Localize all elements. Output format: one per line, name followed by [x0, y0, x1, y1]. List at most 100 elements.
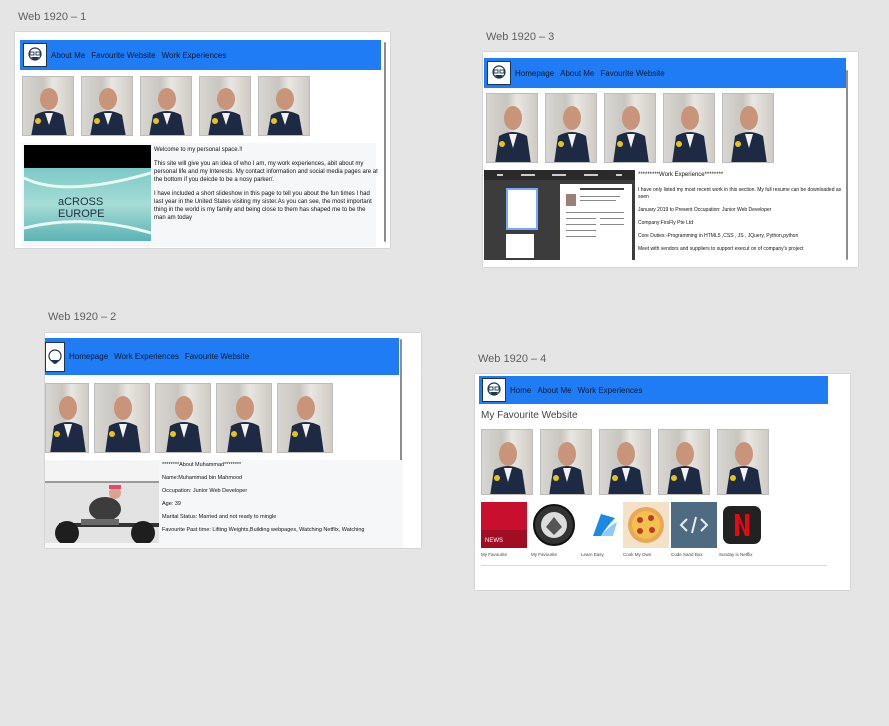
profile-photo	[277, 383, 333, 453]
logo-avatar-icon	[482, 378, 506, 402]
website-card-football[interactable]: My Favourite	[531, 502, 577, 557]
nav-link-favourite-website[interactable]: Favourite Website	[600, 68, 665, 78]
nav-link-favourite-website[interactable]: Favourite Website	[91, 50, 156, 60]
artboard-web-1920-3[interactable]: Homepage About Me Favourite Website	[483, 52, 858, 267]
card-label: Learn Easy	[581, 552, 604, 557]
profile-photo	[658, 429, 710, 495]
learn-logo-icon	[581, 502, 627, 548]
nav-link-favourite-website[interactable]: Favourite Website	[184, 352, 250, 361]
nav-link-about-me[interactable]: About Me	[537, 385, 572, 395]
text-line: Favourite Past time: Lifting Weights,Bui…	[162, 527, 365, 533]
website-card-news[interactable]: NEWS My Favourite	[481, 502, 527, 557]
profile-photo	[94, 383, 150, 453]
text-line: January 2019 to Present Occupation: Juni…	[638, 207, 772, 213]
navbar: Homepage About Me Favourite Website	[484, 58, 846, 88]
text-line: Name:Muhammad bin Mahmood	[162, 475, 243, 481]
profile-photo	[155, 383, 211, 453]
card-label: Code Sand Box	[671, 552, 703, 557]
text-line: I have only listed my most recent work i…	[638, 187, 842, 200]
logo-avatar-icon	[45, 341, 65, 372]
photo-gallery	[481, 429, 776, 495]
intro-paragraph: I have included a short slideshow in thi…	[154, 191, 372, 221]
pdf-resume-viewer[interactable]	[484, 170, 635, 260]
profile-photo	[717, 429, 769, 495]
logo-avatar-icon	[23, 43, 47, 67]
nav-link-homepage[interactable]: Homepage	[69, 352, 109, 361]
netflix-icon	[719, 502, 765, 548]
work-experience-text: *********Work Experience******** I have …	[638, 172, 843, 259]
weightlifting-photo	[45, 461, 159, 543]
section-heading: *********Work Experience********	[638, 172, 724, 178]
pdf-thumbnail[interactable]	[506, 234, 534, 258]
website-card-netflix[interactable]: Sunday is Netflix	[719, 502, 765, 557]
nav-link-work-experiences[interactable]: Work Experiences	[114, 352, 179, 361]
profile-photo	[481, 429, 533, 495]
profile-photo	[258, 76, 310, 136]
artboard-label-3[interactable]: Web 1920 – 3	[486, 31, 555, 43]
nav-link-homepage[interactable]: Homepage	[515, 68, 555, 78]
profile-photo	[22, 76, 74, 136]
text-line: Marital Status: Married and not ready to…	[162, 514, 277, 520]
card-label: Sunday is Netflix	[719, 552, 753, 557]
profile-photo	[599, 429, 651, 495]
artboard-label-4[interactable]: Web 1920 – 4	[478, 353, 547, 365]
profile-photo	[604, 93, 656, 163]
page-title: My Favourite Website	[481, 410, 578, 421]
intro-paragraph: This site will give you an idea of who I…	[154, 161, 378, 183]
profile-photo	[663, 93, 715, 163]
nav-link-home[interactable]: Home	[510, 385, 532, 395]
profile-photo	[722, 93, 774, 163]
intro-text: Welcome to my personal space.!! This sit…	[154, 146, 378, 228]
profile-photo	[140, 76, 192, 136]
text-line: Company:FirsFly Pte Ltd	[638, 220, 694, 226]
card-label: Cook My Own	[623, 552, 652, 557]
nav-link-work-experiences[interactable]: Work Experiences	[577, 385, 643, 395]
profile-photo	[486, 93, 538, 163]
nav-link-about-me[interactable]: About Me	[51, 50, 86, 60]
profile-photo	[216, 383, 272, 453]
section-heading: ********About Muhammad********	[162, 462, 242, 468]
divider	[481, 565, 827, 566]
text-line: Age: 39	[162, 501, 181, 507]
text-line: Meet with vendors and suppliers to suppo…	[638, 246, 804, 252]
photo-gallery	[45, 383, 338, 453]
navbar: Homepage Work Experiences Favourite Webs…	[45, 338, 399, 375]
nav-link-about-me[interactable]: About Me	[560, 68, 595, 78]
logo-avatar-icon	[487, 61, 511, 85]
slideshow[interactable]: aCROSS EUROPE	[24, 145, 151, 241]
intro-heading: Welcome to my personal space.!!	[154, 147, 243, 153]
news-icon: NEWS	[481, 502, 527, 548]
profile-photo	[540, 429, 592, 495]
profile-photo	[199, 76, 251, 136]
pdf-toolbar[interactable]	[484, 170, 635, 180]
artboard-label-2[interactable]: Web 1920 – 2	[48, 311, 117, 323]
card-label: My Favourite	[481, 552, 508, 557]
text-line: Occupation: Junior Web Developer	[162, 488, 248, 494]
scrollbar[interactable]	[846, 70, 848, 260]
scrollbar[interactable]	[384, 42, 386, 242]
text-line: Core Duties:-Programming in HTML5 ,CSS ,…	[638, 233, 799, 239]
website-card-learn-easy[interactable]: Learn Easy	[581, 502, 627, 557]
photo-gallery	[22, 76, 317, 136]
artboard-web-1920-1[interactable]: About Me Favourite Website Work Experien…	[15, 32, 390, 248]
photo-gallery	[486, 93, 781, 163]
about-text: ********About Muhammad******** Name:Muha…	[162, 462, 400, 540]
website-card-code-sandbox[interactable]: Code Sand Box	[671, 502, 717, 557]
artboard-label-1[interactable]: Web 1920 – 1	[18, 11, 87, 23]
profile-photo	[545, 93, 597, 163]
profile-photo	[45, 383, 89, 453]
nav-link-work-experiences[interactable]: Work Experiences	[161, 50, 227, 60]
navbar: About Me Favourite Website Work Experien…	[20, 40, 381, 70]
club-crest-icon	[531, 502, 577, 548]
scrollbar[interactable]	[400, 339, 402, 479]
pdf-thumbnail[interactable]	[506, 188, 538, 230]
pizza-icon	[623, 502, 669, 548]
profile-photo	[81, 76, 133, 136]
slide-caption: aCROSS EUROPE	[58, 196, 105, 220]
code-icon	[671, 502, 717, 548]
pdf-page	[560, 184, 632, 260]
navbar: Home About Me Work Experiences	[479, 376, 828, 404]
artboard-web-1920-2[interactable]: Homepage Work Experiences Favourite Webs…	[45, 333, 421, 548]
website-card-cooking[interactable]: Cook My Own	[623, 502, 669, 557]
artboard-web-1920-4[interactable]: Home About Me Work Experiences My Favour…	[475, 374, 850, 590]
